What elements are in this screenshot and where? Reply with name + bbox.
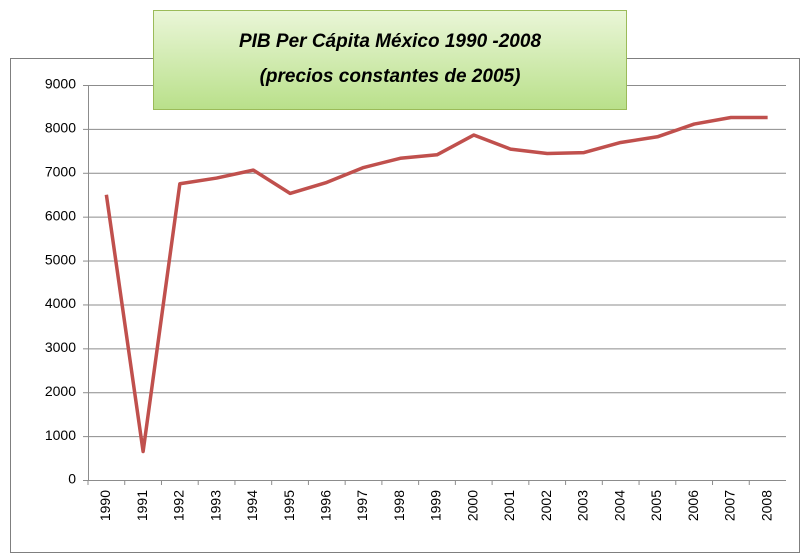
data-line — [104, 115, 768, 454]
chart-border — [10, 58, 800, 553]
x-tick-label: 2008 — [758, 490, 774, 521]
x-tick-label: 1995 — [281, 490, 297, 521]
x-tick-label: 1998 — [391, 490, 407, 521]
y-tick-label: 7000 — [45, 163, 76, 179]
x-tick-label: 1990 — [97, 490, 113, 521]
x-tick-label: 2007 — [722, 490, 738, 521]
y-tick-label: 1000 — [45, 427, 76, 443]
x-tick-label: 1992 — [171, 490, 187, 521]
y-tick-label: 8000 — [45, 120, 76, 136]
x-tick-label: 1991 — [134, 490, 150, 521]
x-tick-label: 2005 — [648, 490, 664, 521]
x-tick-label: 2000 — [464, 490, 480, 521]
x-tick-label: 2006 — [685, 490, 701, 521]
x-tick-label: 1997 — [354, 490, 370, 521]
x-tick-label: 1994 — [244, 490, 260, 521]
x-tick-label: 1996 — [317, 490, 333, 521]
title-box — [153, 10, 627, 110]
y-tick-label: 2000 — [45, 383, 76, 399]
y-tick-label: 6000 — [45, 207, 76, 223]
y-tick-label: 5000 — [45, 251, 76, 267]
chart-title: PIB Per Cápita México 1990 -2008 — [239, 31, 541, 52]
x-tick-label: 1993 — [207, 490, 223, 521]
x-tick-label: 2001 — [501, 490, 517, 521]
x-tick-label: 2002 — [538, 490, 554, 521]
chart-subtitle: (precios constantes de 2005) — [260, 66, 521, 87]
x-tick-label: 2003 — [575, 490, 591, 521]
y-tick-label: 0 — [68, 471, 76, 487]
y-tick-label: 3000 — [45, 339, 76, 355]
y-tick-label: 4000 — [45, 295, 76, 311]
x-tick-label: 2004 — [611, 490, 627, 521]
y-tick-label: 9000 — [45, 76, 76, 92]
x-tick-label: 1999 — [428, 490, 444, 521]
